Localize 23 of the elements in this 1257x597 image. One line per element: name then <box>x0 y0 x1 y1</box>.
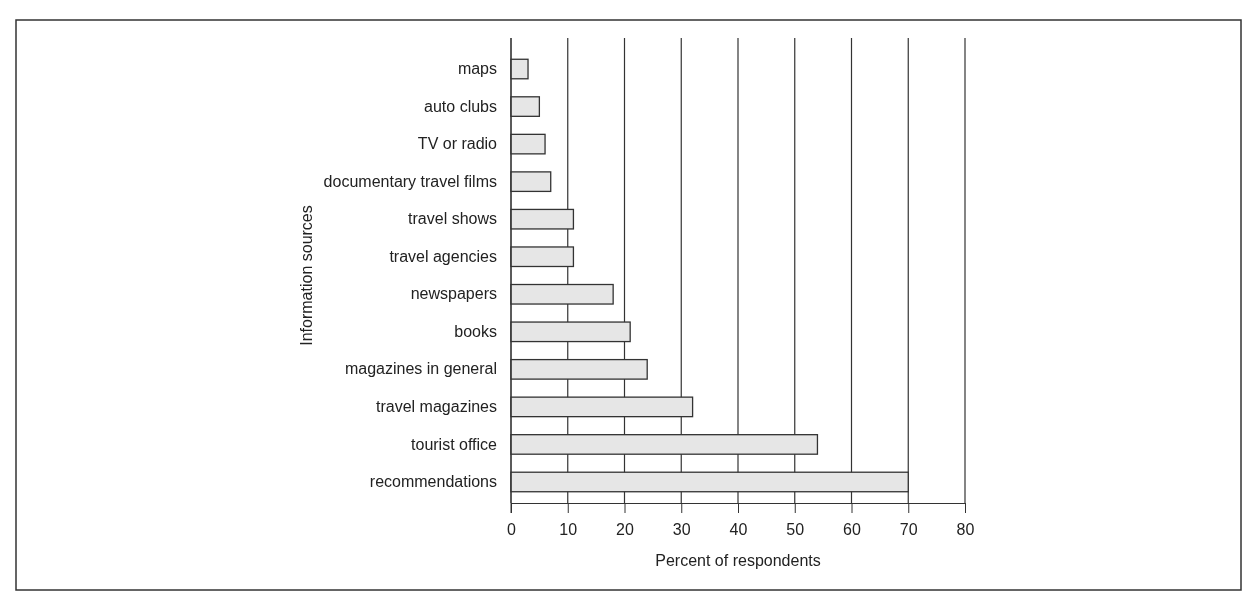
x-tick-label: 70 <box>899 521 918 539</box>
y-tick-label: TV or radio <box>417 135 498 153</box>
y-tick-label: travel agencies <box>389 247 497 265</box>
y-tick-label: auto clubs <box>424 97 497 115</box>
x-tick-label: 20 <box>616 521 634 539</box>
y-tick-label: books <box>454 322 497 340</box>
y-tick-label: maps <box>457 60 497 78</box>
x-tick-label: 0 <box>507 521 517 539</box>
x-tick-label: 40 <box>729 521 748 539</box>
x-tick-label: 60 <box>843 521 861 539</box>
x-tick-label: 10 <box>559 521 578 539</box>
y-tick-label: travel shows <box>408 210 497 228</box>
y-tick-label: magazines in general <box>344 360 497 378</box>
y-tick-label: travel magazines <box>376 398 497 416</box>
x-tick-label: 30 <box>672 521 691 539</box>
y-axis-title: Information sources <box>297 205 315 346</box>
x-tick-label: 50 <box>786 521 805 539</box>
y-tick-label: recommendations <box>369 473 497 491</box>
y-tick-label: newspapers <box>410 285 497 303</box>
x-tick-label: 80 <box>956 521 975 539</box>
x-axis-title: Percent of respondents <box>655 552 821 569</box>
y-tick-label: documentary travel films <box>323 172 497 190</box>
y-tick-label: tourist office <box>411 435 498 453</box>
